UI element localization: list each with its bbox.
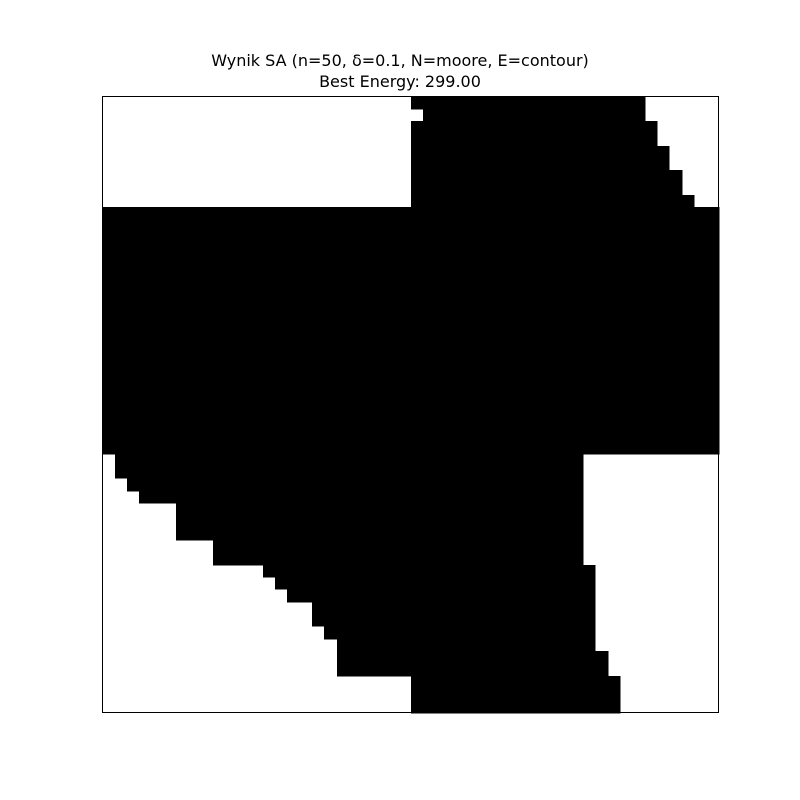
heatmap-cell-run: [103, 220, 720, 233]
heatmap-cell-run: [103, 318, 720, 332]
heatmap-cell-run: [103, 417, 720, 430]
heatmap-cell-run: [103, 429, 720, 442]
heatmap-cells: [102, 96, 720, 714]
chart-subtitle: Best Energy: 299.00: [319, 72, 481, 91]
heatmap-cell-run: [139, 491, 584, 504]
heatmap-cell-run: [411, 158, 670, 171]
heatmap-cell-run: [411, 170, 683, 184]
heatmap-cell-run: [103, 244, 720, 258]
heatmap-cell-run: [103, 392, 720, 406]
heatmap-cell-run: [103, 405, 720, 418]
heatmap-cell-run: [411, 676, 621, 689]
heatmap-cell-run: [312, 602, 596, 615]
chart-title-block: Wynik SA (n=50, δ=0.1, N=moore, E=contou…: [0, 50, 800, 92]
heatmap-cell-run: [411, 97, 646, 110]
heatmap-cell-run: [411, 133, 658, 147]
heatmap-cell-run: [103, 441, 720, 455]
heatmap-cell-run: [411, 700, 621, 714]
heatmap-cell-run: [103, 207, 720, 221]
heatmap-cell-run: [115, 466, 584, 479]
heatmap-cell-run: [103, 306, 720, 319]
heatmap-cell-run: [127, 478, 584, 492]
heatmap-cell-run: [103, 294, 720, 307]
heatmap-cell-run: [103, 380, 720, 393]
heatmap-cell-run: [176, 503, 584, 516]
heatmap-cell-run: [337, 639, 596, 652]
heatmap-cell-run: [213, 552, 584, 566]
heatmap-cell-run: [312, 614, 596, 627]
heatmap-cell-run: [103, 343, 720, 356]
heatmap-cell-run: [411, 195, 695, 208]
heatmap-cell-run: [103, 355, 720, 369]
heatmap-cell-run: [287, 589, 596, 603]
heatmap-cell-run: [103, 232, 720, 245]
heatmap-cell-run: [411, 146, 670, 159]
heatmap-cell-run: [176, 515, 584, 529]
heatmap-cell-run: [176, 528, 584, 541]
chart-title: Wynik SA (n=50, δ=0.1, N=moore, E=contou…: [211, 51, 589, 70]
heatmap-cell-run: [103, 368, 720, 381]
heatmap-cell-run: [337, 651, 609, 664]
heatmap-cell-run: [324, 626, 596, 640]
heatmap-cell-run: [337, 663, 609, 677]
heatmap-cell-run: [275, 577, 596, 590]
heatmap-cell-run: [263, 565, 596, 578]
heatmap-cell-run: [115, 454, 584, 467]
heatmap-cell-run: [411, 183, 683, 196]
heatmap-cell-run: [103, 331, 720, 344]
heatmap-cell-run: [411, 688, 621, 701]
heatmap-cell-run: [213, 540, 584, 553]
heatmap-cell-run: [423, 109, 646, 122]
heatmap-cell-run: [103, 257, 720, 270]
plot-frame: [102, 96, 719, 713]
heatmap-cell-run: [103, 281, 720, 295]
heatmap-cell-run: [411, 121, 658, 134]
heatmap-cell-run: [103, 269, 720, 282]
